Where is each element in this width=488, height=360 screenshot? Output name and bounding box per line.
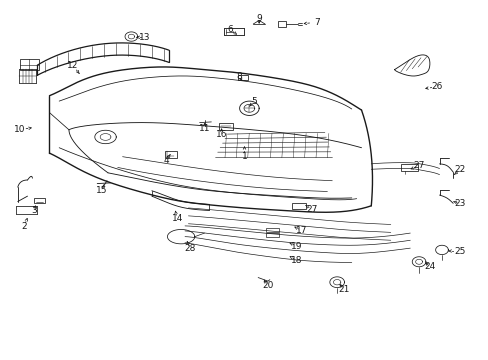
- Text: 11: 11: [198, 124, 210, 133]
- Text: 22: 22: [453, 166, 465, 175]
- Bar: [266, 233, 278, 237]
- Text: 14: 14: [171, 214, 183, 223]
- Bar: [219, 123, 232, 130]
- Text: 17: 17: [296, 226, 307, 235]
- Bar: [238, 75, 247, 80]
- Text: 25: 25: [453, 247, 465, 256]
- Bar: [164, 151, 176, 158]
- Text: 18: 18: [291, 256, 302, 265]
- Bar: [34, 198, 44, 203]
- Text: 9: 9: [256, 14, 262, 23]
- Text: 24: 24: [423, 262, 434, 271]
- Text: 23: 23: [453, 199, 465, 208]
- Text: 20: 20: [262, 281, 273, 290]
- Bar: [20, 59, 39, 69]
- Text: 10: 10: [14, 125, 25, 134]
- Text: 19: 19: [291, 242, 302, 251]
- Text: 6: 6: [226, 25, 232, 34]
- Bar: [266, 228, 278, 232]
- Text: 3: 3: [31, 206, 37, 215]
- Text: 21: 21: [338, 285, 349, 294]
- Bar: [292, 203, 305, 210]
- Text: 4: 4: [163, 156, 169, 165]
- Text: 1: 1: [241, 152, 247, 161]
- Text: 2: 2: [21, 222, 27, 231]
- Text: 28: 28: [184, 244, 195, 253]
- Text: 5: 5: [251, 96, 257, 105]
- Bar: [400, 164, 417, 171]
- Text: 12: 12: [67, 61, 79, 70]
- Text: 26: 26: [430, 82, 442, 91]
- Text: 13: 13: [139, 33, 150, 42]
- Text: 15: 15: [96, 186, 108, 195]
- Text: 7: 7: [313, 18, 319, 27]
- Text: 27: 27: [412, 161, 424, 170]
- Bar: [277, 22, 286, 27]
- Text: 16: 16: [215, 130, 227, 139]
- Text: 27: 27: [305, 205, 317, 214]
- Text: 8: 8: [236, 72, 242, 81]
